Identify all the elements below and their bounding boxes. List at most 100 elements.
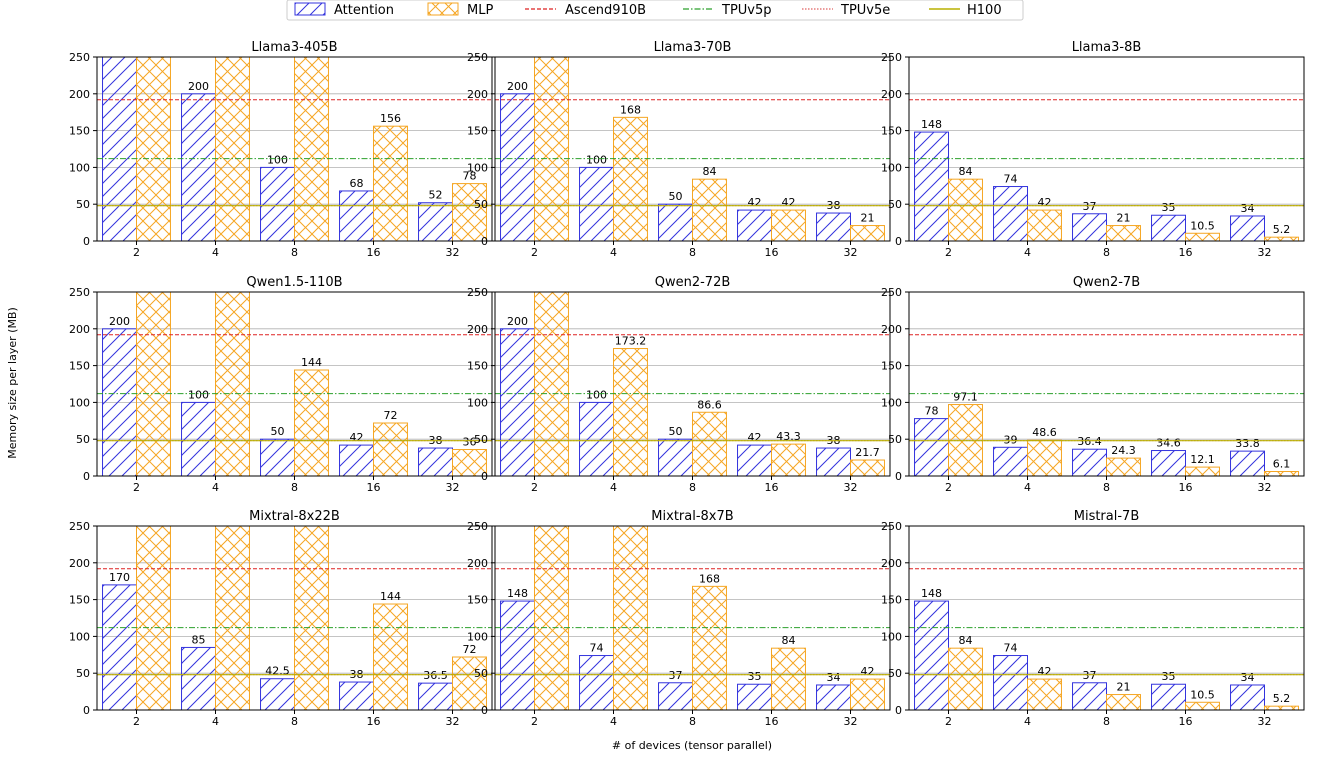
x-tick-label: 4 bbox=[610, 715, 617, 728]
mlp-bar bbox=[452, 656, 487, 710]
y-tick-label: 50 bbox=[76, 433, 90, 446]
mlp-bar bbox=[215, 526, 250, 710]
x-tick-label: 32 bbox=[1258, 246, 1272, 259]
attention-value-label: 74 bbox=[590, 642, 604, 655]
attention-value-label: 100 bbox=[586, 388, 607, 401]
attention-bar bbox=[737, 209, 773, 241]
y-tick-label: 0 bbox=[83, 235, 90, 248]
y-tick-label: 150 bbox=[467, 360, 488, 373]
attention-value-label: 200 bbox=[507, 80, 528, 93]
panel-title: Llama3-8B bbox=[1072, 40, 1142, 55]
x-tick-label: 8 bbox=[689, 715, 696, 728]
y-tick-label: 250 bbox=[467, 520, 488, 533]
y-tick-label: 150 bbox=[69, 594, 90, 607]
mlp-value-label: 21 bbox=[1116, 212, 1130, 225]
x-tick-label: 32 bbox=[446, 715, 460, 728]
x-tick-label: 32 bbox=[1258, 481, 1272, 494]
attention-bar bbox=[579, 166, 615, 241]
y-tick-label: 50 bbox=[888, 667, 902, 680]
attention-value-label: 52 bbox=[429, 189, 443, 202]
mlp-bar bbox=[294, 526, 329, 710]
attention-bar bbox=[579, 655, 615, 710]
x-tick-label: 16 bbox=[1179, 481, 1193, 494]
mlp-bar bbox=[1264, 236, 1299, 241]
mlp-bar bbox=[692, 178, 727, 241]
attention-bar bbox=[658, 682, 694, 710]
y-tick-label: 0 bbox=[895, 235, 902, 248]
x-tick-label: 2 bbox=[133, 246, 140, 259]
bars bbox=[500, 526, 885, 710]
mlp-bar bbox=[1264, 705, 1299, 710]
y-tick-label: 250 bbox=[69, 51, 90, 64]
attention-value-label: 34 bbox=[827, 671, 841, 684]
attention-value-label: 85 bbox=[192, 633, 206, 646]
attention-bar bbox=[993, 655, 1029, 710]
mlp-value-label: 21.7 bbox=[855, 446, 880, 459]
y-tick-label: 0 bbox=[481, 470, 488, 483]
legend-label-h100: H100 bbox=[967, 3, 1002, 18]
legend-label-attention: Attention bbox=[334, 3, 394, 18]
legend-label-tpuv5e: TPUv5e bbox=[840, 3, 890, 18]
panel-title: Llama3-405B bbox=[251, 40, 337, 55]
y-tick-label: 250 bbox=[881, 520, 902, 533]
y-tick-label: 50 bbox=[474, 433, 488, 446]
y-tick-label: 100 bbox=[69, 630, 90, 643]
panel-title: Qwen2-7B bbox=[1073, 275, 1140, 290]
mlp-value-label: 24.3 bbox=[1111, 444, 1136, 457]
attention-value-label: 36.5 bbox=[423, 669, 448, 682]
mlp-value-label: 42 bbox=[860, 665, 874, 678]
x-tick-label: 8 bbox=[291, 715, 298, 728]
attention-bar bbox=[914, 600, 950, 710]
mlp-bar bbox=[1106, 694, 1141, 710]
figure-xlabel: # of devices (tensor parallel) bbox=[612, 739, 772, 752]
panel-llama3-405b: 200 100 68 52 156 78 0 50 100 150 200 250 2 4 8 16 32 Lla… bbox=[69, 40, 493, 259]
attention-bar bbox=[260, 438, 295, 476]
mlp-value-label: 84 bbox=[702, 165, 716, 178]
attention-bar bbox=[993, 186, 1029, 241]
x-tick-label: 4 bbox=[212, 246, 219, 259]
attention-bar bbox=[816, 684, 852, 710]
mlp-bar bbox=[136, 526, 171, 710]
attention-bar bbox=[181, 93, 216, 241]
x-tick-label: 16 bbox=[1179, 715, 1193, 728]
mlp-bar bbox=[215, 57, 250, 241]
attention-bar bbox=[816, 447, 852, 476]
mlp-bar bbox=[294, 369, 329, 476]
mlp-value-label: 84 bbox=[958, 634, 972, 647]
x-tick-label: 32 bbox=[844, 481, 858, 494]
y-tick-label: 50 bbox=[76, 198, 90, 211]
y-tick-label: 150 bbox=[69, 360, 90, 373]
attention-value-label: 74 bbox=[1004, 642, 1018, 655]
mlp-bar bbox=[1027, 439, 1062, 476]
mlp-bar bbox=[452, 183, 487, 241]
x-tick-label: 32 bbox=[446, 246, 460, 259]
mlp-bar bbox=[850, 459, 885, 476]
y-tick-label: 0 bbox=[895, 704, 902, 717]
mlp-bar bbox=[373, 603, 408, 710]
x-tick-label: 2 bbox=[133, 715, 140, 728]
x-tick-label: 16 bbox=[1179, 246, 1193, 259]
y-tick-label: 250 bbox=[881, 51, 902, 64]
attention-value-label: 100 bbox=[586, 153, 607, 166]
attention-value-label: 42 bbox=[748, 431, 762, 444]
attention-value-label: 148 bbox=[921, 587, 942, 600]
mlp-value-label: 97.1 bbox=[953, 391, 978, 404]
y-tick-label: 50 bbox=[888, 198, 902, 211]
y-tick-label: 200 bbox=[69, 88, 90, 101]
mlp-bar bbox=[534, 57, 569, 241]
mlp-value-label: 144 bbox=[301, 356, 322, 369]
y-tick-label: 100 bbox=[881, 630, 902, 643]
x-tick-label: 16 bbox=[367, 246, 381, 259]
x-tick-label: 4 bbox=[610, 246, 617, 259]
attention-value-label: 68 bbox=[350, 177, 364, 190]
attention-value-label: 36.4 bbox=[1077, 435, 1102, 448]
mlp-bar bbox=[613, 526, 648, 710]
attention-bar bbox=[993, 446, 1029, 476]
panel-title: Mixtral-8x7B bbox=[651, 509, 733, 524]
y-tick-label: 150 bbox=[881, 360, 902, 373]
